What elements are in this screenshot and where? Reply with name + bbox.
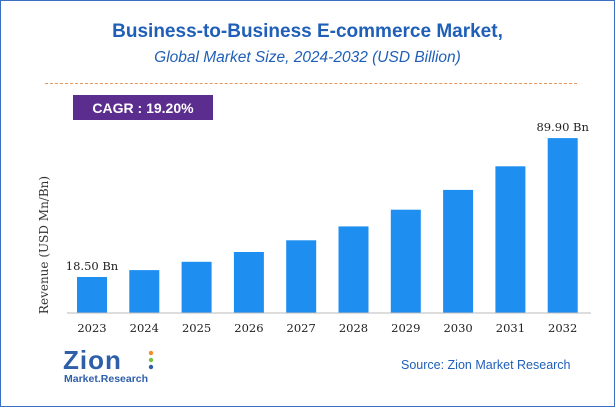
x-tick-2026: 2026 — [234, 321, 263, 335]
x-tick-2023: 2023 — [77, 321, 106, 335]
bar-2032 — [547, 138, 578, 313]
data-labels: 18.50 Bn 89.90 Bn — [66, 120, 590, 273]
data-label-2023: 18.50 Bn — [66, 259, 119, 273]
bar-2026 — [233, 252, 264, 313]
x-tick-2028: 2028 — [339, 321, 368, 335]
bar-2025 — [181, 261, 212, 313]
bars-group — [77, 138, 578, 313]
bar-2031 — [495, 166, 526, 313]
x-tick-2029: 2029 — [391, 321, 420, 335]
bar-2029 — [390, 209, 421, 313]
x-tick-2025: 2025 — [182, 321, 211, 335]
data-label-2032: 89.90 Bn — [536, 120, 589, 134]
bar-2023 — [77, 277, 107, 313]
bar-2030 — [443, 189, 474, 313]
logo-subtitle: Market.Research — [64, 373, 149, 385]
cagr-badge: CAGR : 19.20% — [73, 95, 213, 120]
bar-2027 — [286, 240, 317, 313]
source-note: Source: Zion Market Research — [401, 358, 571, 372]
x-tick-2030: 2030 — [443, 321, 472, 335]
x-tick-2027: 2027 — [287, 321, 316, 335]
logo-dots-icon — [148, 350, 154, 370]
chart-title: Business-to-Business E-commerce Market, — [112, 21, 503, 42]
x-tick-2031: 2031 — [496, 321, 525, 335]
x-tick-2032: 2032 — [548, 321, 577, 335]
bar-2028 — [338, 226, 369, 313]
chart-subtitle: Global Market Size, 2024-2032 (USD Billi… — [154, 49, 461, 66]
dashed-divider — [45, 83, 577, 84]
x-tick-labels: 2023 2024 2025 2026 2027 2028 2029 2030 2031 2032 — [77, 321, 577, 335]
zion-logo: Zion Market.Research — [63, 347, 155, 389]
bar-2024 — [129, 270, 160, 313]
y-axis-label: Revenue (USD Mn/Bn) — [37, 176, 51, 314]
logo-wordmark: Zion — [63, 345, 122, 375]
x-tick-2024: 2024 — [130, 321, 159, 335]
